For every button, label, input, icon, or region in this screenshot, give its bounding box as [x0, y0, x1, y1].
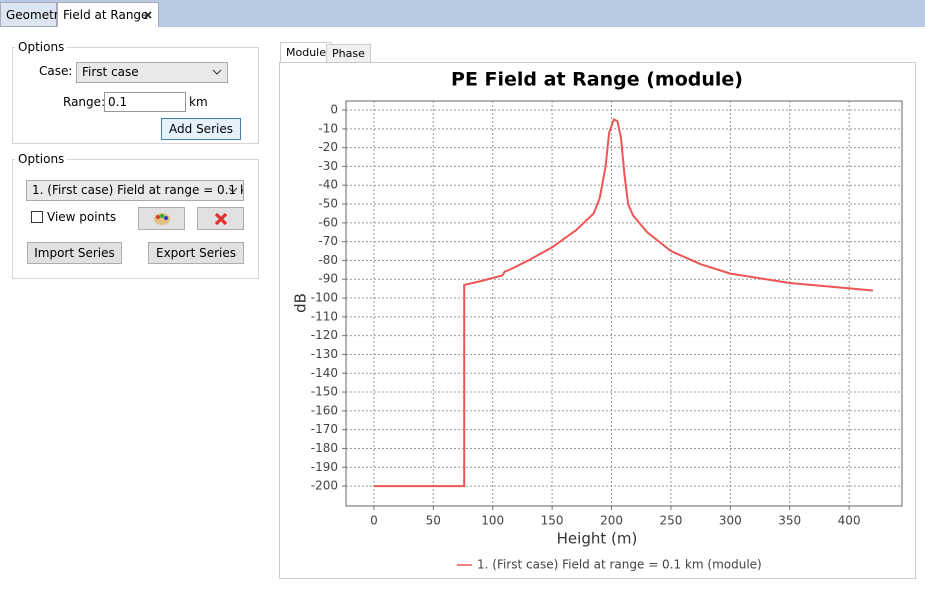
y-axis-label: dB — [292, 293, 310, 313]
case-label: Case: — [39, 64, 73, 78]
y-tick-label: -120 — [311, 328, 338, 342]
x-tick-label: 0 — [370, 514, 378, 528]
chart-tab-module[interactable]: Module — [280, 42, 332, 63]
x-tick-label: 400 — [838, 514, 861, 528]
y-tick-label: -190 — [311, 460, 338, 474]
color-button[interactable] — [138, 207, 185, 230]
y-tick-label: -200 — [311, 479, 338, 493]
range-unit: km — [189, 95, 208, 109]
export-button[interactable]: Export Series — [148, 242, 244, 264]
y-tick-label: -60 — [318, 215, 338, 229]
y-tick-label: -100 — [311, 291, 338, 305]
y-tick-label: -160 — [311, 403, 338, 417]
x-tick-label: 300 — [719, 514, 742, 528]
options-group — [12, 47, 259, 144]
x-tick-label: 150 — [541, 514, 564, 528]
add-series-button[interactable]: Add Series — [161, 118, 241, 140]
legend-label: 1. (First case) Field at range = 0.1 km … — [477, 558, 762, 572]
range-label: Range: — [63, 95, 106, 109]
group-title: Options — [15, 40, 68, 54]
remove-button[interactable] — [197, 207, 244, 230]
y-tick-label: -150 — [311, 385, 338, 399]
range-input[interactable]: 0.1 — [104, 92, 186, 112]
x-tick-label: 50 — [426, 514, 441, 528]
tab-geometry[interactable]: Geometry — [0, 2, 66, 27]
chart-tab-phase[interactable]: Phase — [326, 44, 371, 63]
series-combo[interactable]: 1. (First case) Field at range = 0.1 km.… — [26, 180, 244, 201]
y-tick-label: -140 — [311, 366, 338, 380]
y-tick-label: 0 — [330, 103, 338, 117]
series-line — [373, 118, 873, 488]
y-tick-label: -130 — [311, 347, 338, 361]
x-tick-label: 250 — [659, 514, 682, 528]
combo-arrow — [228, 187, 238, 193]
chart-panel — [279, 62, 916, 579]
combo-value: First case — [82, 65, 139, 79]
checkbox-label: View points — [47, 210, 117, 224]
x-tick-label: 350 — [778, 514, 801, 528]
y-tick-label: -110 — [311, 309, 338, 323]
x-tick-label: 200 — [600, 514, 623, 528]
plot-border — [345, 100, 903, 507]
y-tick-label: -80 — [318, 253, 338, 267]
delete-icon — [214, 212, 227, 226]
y-tick-label: -180 — [311, 441, 338, 455]
case-combo[interactable]: First case — [76, 62, 228, 83]
group-title: Options — [15, 152, 68, 166]
import-button[interactable]: Import Series — [27, 242, 122, 264]
y-tick-label: -50 — [318, 197, 338, 211]
y-tick-label: -90 — [318, 272, 338, 286]
y-tick-label: -20 — [318, 140, 338, 154]
x-axis-label: Height (m) — [557, 530, 638, 548]
tab-label: Field at Range — [63, 8, 149, 22]
y-tick-label: -10 — [318, 121, 338, 135]
close-icon[interactable] — [144, 11, 152, 19]
x-tick-label: 100 — [481, 514, 504, 528]
chart-title: PE Field at Range (module) — [451, 69, 743, 91]
series-group — [12, 159, 259, 279]
y-tick-label: -70 — [318, 234, 338, 248]
y-tick-label: -170 — [311, 422, 338, 436]
y-tick-label: -30 — [318, 159, 338, 173]
tab-field-at-range[interactable]: Field at Range — [57, 2, 159, 27]
palette-icon — [153, 213, 170, 225]
combo-value: 1. (First case) Field at range = 0.1 km.… — [32, 183, 243, 197]
y-tick-label: -40 — [318, 178, 338, 192]
combo-arrow — [212, 69, 222, 75]
checkbox[interactable] — [31, 211, 43, 223]
